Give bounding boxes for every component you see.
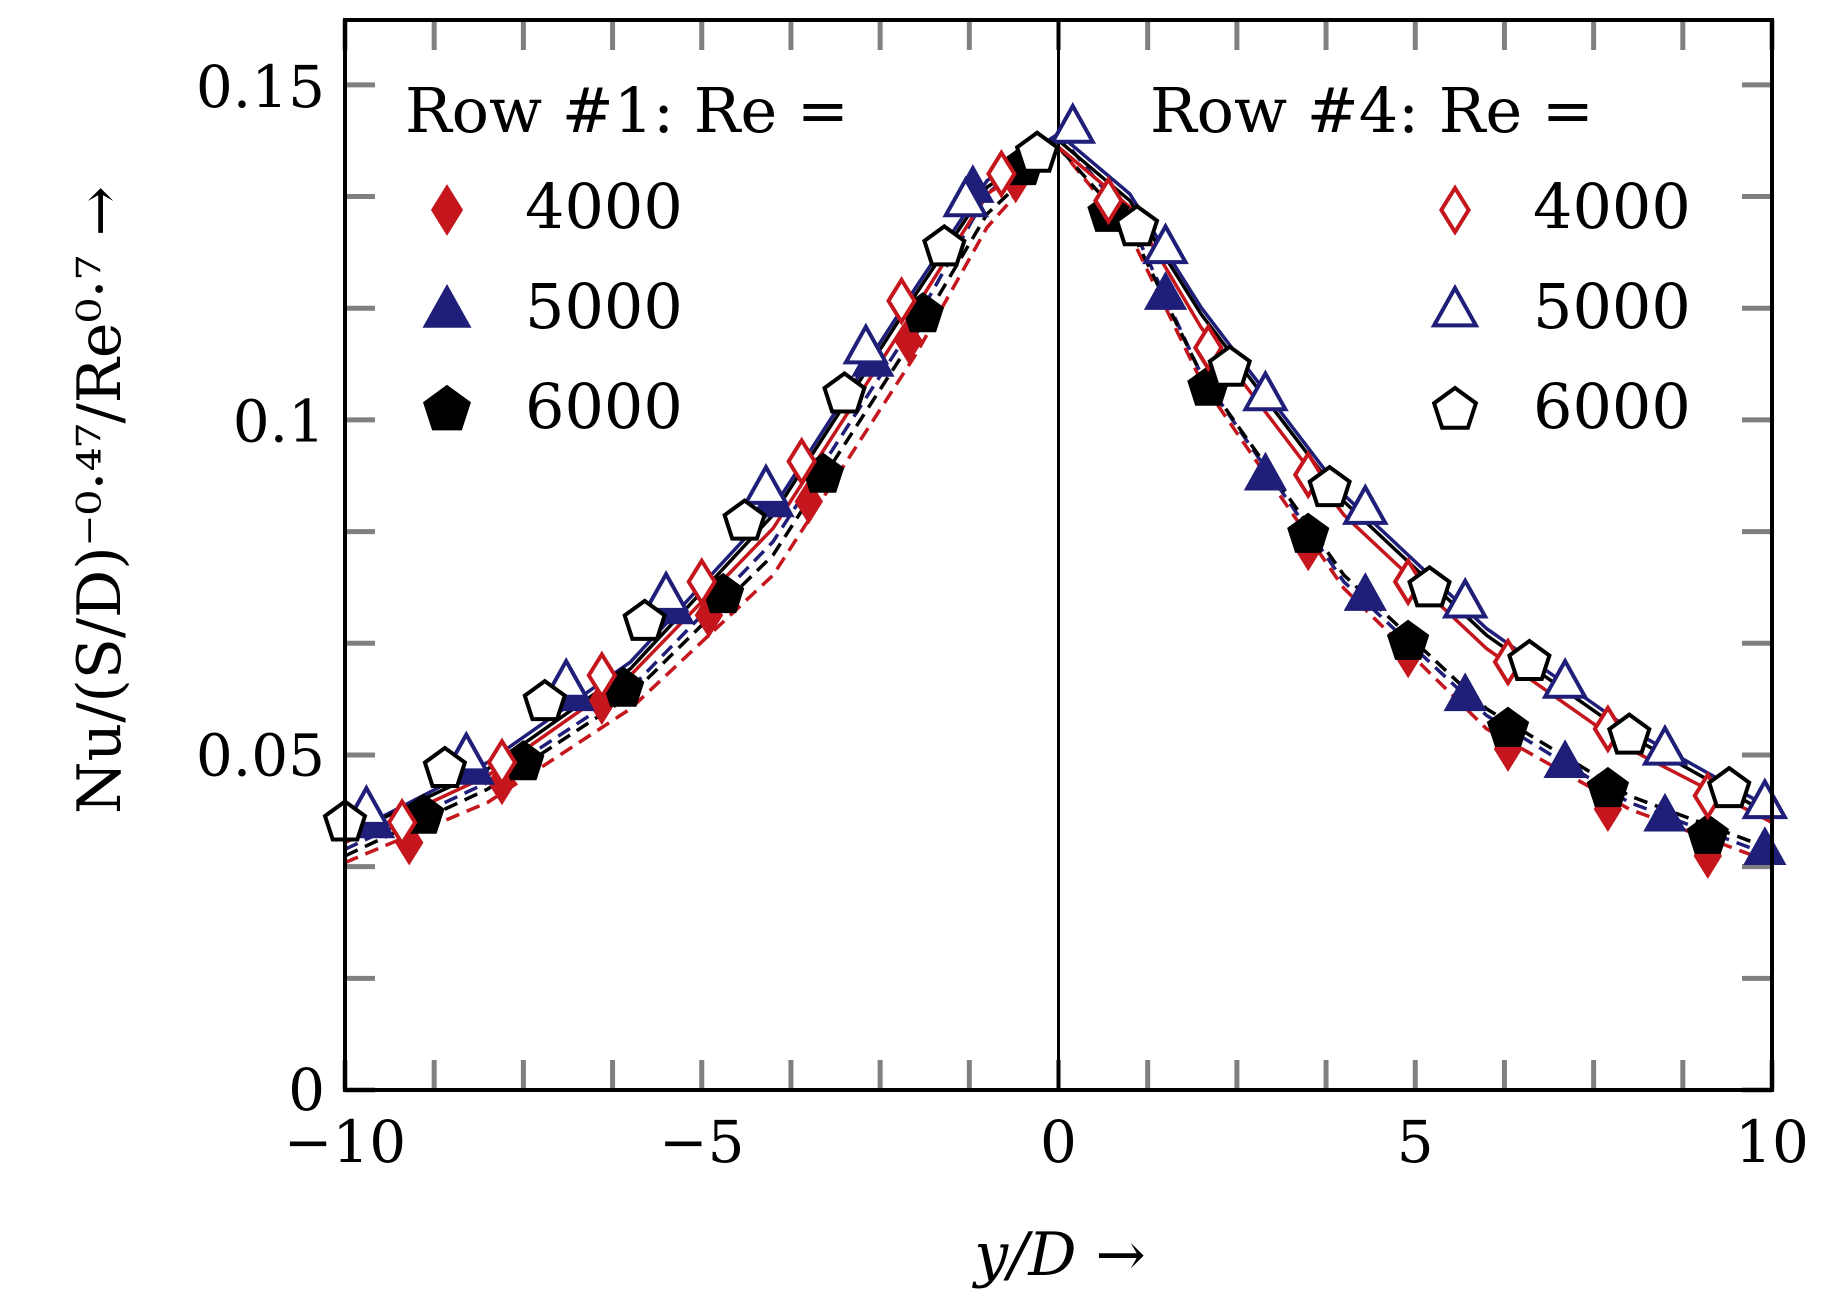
y-tick-label: 0.15 xyxy=(196,53,325,121)
marker-filled-triangle-5000 xyxy=(1143,271,1188,310)
marker-open-pentagon-6000 xyxy=(1207,344,1253,387)
marker-open-diamond-4000 xyxy=(486,737,518,788)
marker-filled-pentagon-6000 xyxy=(1486,706,1530,747)
legend-right-marker-4000 xyxy=(1439,184,1471,236)
legend-right-title: Row #4: Re = xyxy=(1150,74,1594,147)
marker-open-pentagon-6000 xyxy=(1507,638,1552,681)
marker-open-diamond-4000 xyxy=(1093,175,1124,226)
marker-filled-triangle-5000 xyxy=(1243,451,1288,491)
marker-filled-triangle-5000 xyxy=(1643,792,1687,832)
legend: 4000 4000 5000 5000 6000 6000 xyxy=(422,170,1691,443)
marker-open-triangle-5000 xyxy=(742,463,790,505)
marker-open-pentagon-6000 xyxy=(722,498,767,541)
marker-open-pentagon-6000 xyxy=(822,371,867,414)
marker-open-diamond-4000 xyxy=(786,436,818,487)
marker-filled-pentagon-6000 xyxy=(1287,512,1330,553)
legend-right-label-4000: 4000 xyxy=(1533,170,1691,243)
marker-filled-pentagon-6000 xyxy=(1386,619,1430,660)
marker-filled-triangle-5000 xyxy=(1443,672,1487,712)
legend-right-marker-6000 xyxy=(1431,385,1479,430)
marker-open-triangle-5000 xyxy=(642,570,690,612)
x-tick-label: 5 xyxy=(1397,1108,1434,1176)
x-tick-label: −10 xyxy=(284,1108,406,1176)
marker-open-pentagon-6000 xyxy=(1407,564,1452,608)
marker-open-diamond-4000 xyxy=(986,149,1017,199)
marker-open-triangle-5000 xyxy=(1741,777,1789,820)
y-axis-label: Nu/(S/D)⁻⁰·⁴⁷/Re⁰·⁷ → xyxy=(65,186,135,814)
y-tick-label: 0.05 xyxy=(196,722,325,790)
marker-open-triangle-5000 xyxy=(1541,656,1589,699)
x-axis-label: y/D → xyxy=(971,1220,1146,1290)
marker-open-triangle-5000 xyxy=(1441,576,1489,619)
legend-right-label-6000: 6000 xyxy=(1533,370,1691,443)
x-tick-label: 10 xyxy=(1735,1108,1809,1176)
marker-open-triangle-5000 xyxy=(1242,369,1289,412)
marker-open-pentagon-6000 xyxy=(1606,712,1652,755)
legend-left-marker-6000 xyxy=(423,384,471,431)
plot-frame xyxy=(343,18,1774,1092)
marker-open-triangle-5000 xyxy=(1641,723,1689,766)
y-tick-label: 0 xyxy=(288,1056,325,1124)
tick-marks xyxy=(342,20,1775,1093)
marker-open-diamond-4000 xyxy=(586,650,618,701)
marker-open-pentagon-6000 xyxy=(922,223,967,267)
marker-open-pentagon-6000 xyxy=(1114,203,1160,247)
legend-right-marker-5000 xyxy=(1430,283,1480,328)
marker-open-triangle-5000 xyxy=(1049,101,1097,144)
marker-filled-pentagon-6000 xyxy=(1686,813,1729,854)
data-markers xyxy=(322,101,1789,879)
marker-open-pentagon-6000 xyxy=(522,678,568,722)
marker-open-diamond-4000 xyxy=(886,276,917,326)
legend-left-marker-4000 xyxy=(430,184,464,236)
x-tick-label: 0 xyxy=(1040,1108,1077,1176)
marker-open-triangle-5000 xyxy=(1341,483,1389,525)
legend-left-label-4000: 4000 xyxy=(525,170,683,243)
marker-filled-triangle-5000 xyxy=(1543,739,1587,779)
marker-open-pentagon-6000 xyxy=(1706,765,1752,809)
legend-right-label-5000: 5000 xyxy=(1533,270,1691,343)
marker-filled-pentagon-6000 xyxy=(1586,766,1630,808)
marker-filled-triangle-5000 xyxy=(1743,826,1787,865)
marker-open-triangle-5000 xyxy=(942,175,990,218)
tick-labels: −10 −5 0 5 10 0 0.05 0.1 0.15 xyxy=(196,53,1809,1176)
legend-left-marker-5000 xyxy=(422,283,472,328)
marker-open-diamond-4000 xyxy=(386,797,418,848)
marker-open-pentagon-6000 xyxy=(1307,464,1352,508)
marker-open-triangle-5000 xyxy=(842,322,890,365)
marker-open-pentagon-6000 xyxy=(1014,130,1060,173)
marker-open-triangle-5000 xyxy=(1142,222,1189,265)
marker-open-pentagon-6000 xyxy=(422,745,468,788)
legend-left-label-5000: 5000 xyxy=(525,270,683,343)
legend-left-title: Row #1: Re = xyxy=(405,74,849,147)
marker-open-diamond-4000 xyxy=(686,556,718,607)
marker-filled-triangle-5000 xyxy=(1343,572,1387,611)
fit-line-row1-6000-dashed xyxy=(344,144,1773,858)
x-tick-label: −5 xyxy=(659,1108,745,1176)
legend-left-label-6000: 6000 xyxy=(525,370,683,443)
marker-open-pentagon-6000 xyxy=(622,598,667,641)
y-tick-label: 0.1 xyxy=(233,387,325,455)
